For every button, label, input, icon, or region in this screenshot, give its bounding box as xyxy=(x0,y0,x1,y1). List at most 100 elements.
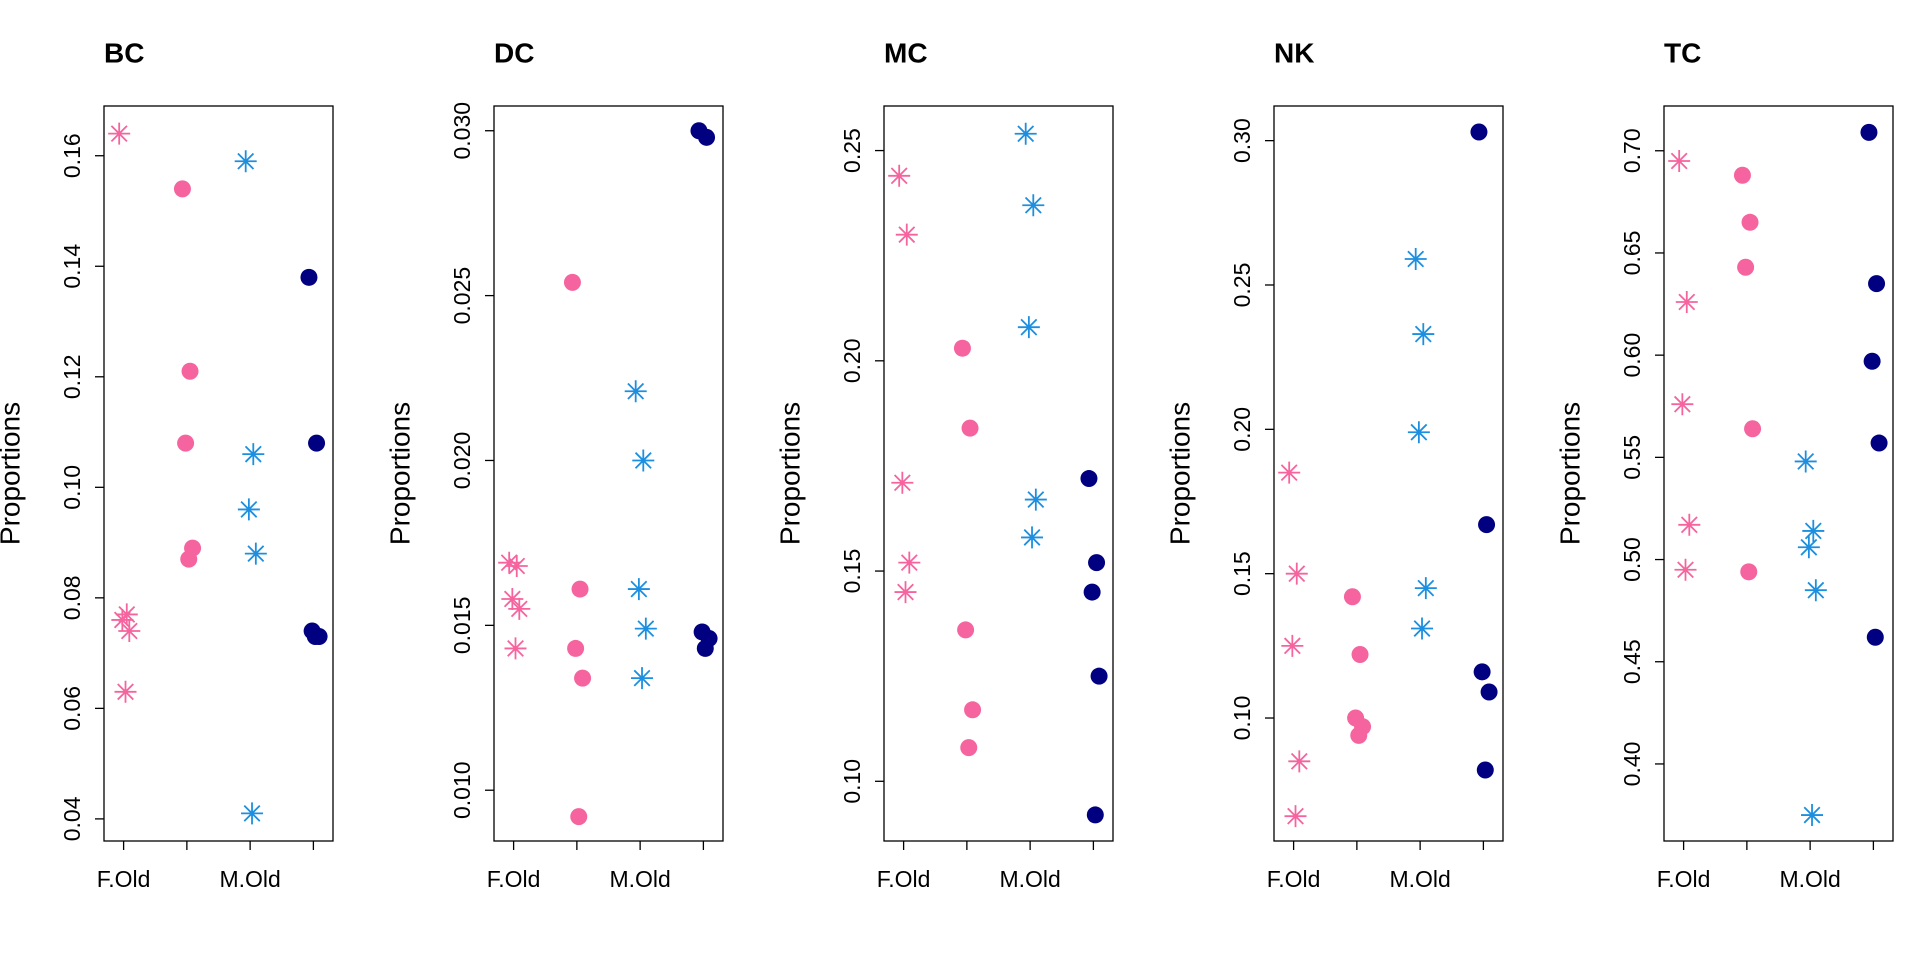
point xyxy=(173,180,191,198)
point xyxy=(1014,122,1037,145)
point xyxy=(1741,213,1759,231)
panel-title: DC xyxy=(494,37,534,68)
point xyxy=(1407,421,1430,444)
point xyxy=(1083,583,1101,601)
x-tick-label: F.Old xyxy=(97,866,151,892)
point xyxy=(1668,149,1691,172)
point xyxy=(1022,194,1045,217)
point xyxy=(1868,275,1886,293)
point xyxy=(308,434,326,452)
panel-title: TC xyxy=(1664,37,1701,68)
point xyxy=(181,362,199,380)
point xyxy=(300,268,318,286)
point xyxy=(1021,526,1044,549)
point xyxy=(1804,579,1827,602)
point xyxy=(634,617,657,640)
y-tick-label: 0.15 xyxy=(1229,551,1255,596)
point xyxy=(964,701,982,719)
y-tick-label: 0.10 xyxy=(1229,696,1255,741)
point xyxy=(1350,726,1368,744)
plot-frame xyxy=(883,105,1114,842)
point xyxy=(1278,461,1301,484)
y-tick-label: 0.70 xyxy=(1619,128,1645,173)
point xyxy=(696,639,714,657)
point xyxy=(1414,577,1437,600)
point xyxy=(1086,806,1104,824)
y-tick-label: 0.25 xyxy=(1229,263,1255,308)
point xyxy=(632,449,655,472)
x-tick-label: F.Old xyxy=(1267,866,1321,892)
point xyxy=(501,587,524,610)
point xyxy=(1737,258,1755,276)
point xyxy=(505,554,528,577)
x-tick-label: M.Old xyxy=(1779,866,1840,892)
point xyxy=(177,434,195,452)
panel: BC Proportions 0.04 0.06 0.08 0.10 0.12 0.14 0.1… xyxy=(0,37,334,892)
x-tick-label: M.Old xyxy=(1389,866,1450,892)
point xyxy=(1284,805,1307,828)
point xyxy=(1288,750,1311,773)
point xyxy=(1473,663,1491,681)
point xyxy=(1281,634,1304,657)
point xyxy=(1470,123,1488,141)
y-tick-label: 0.10 xyxy=(839,759,865,804)
x-tick-label: F.Old xyxy=(1657,866,1711,892)
point xyxy=(1860,123,1878,141)
y-tick-label: 0.020 xyxy=(449,432,475,490)
point xyxy=(895,223,918,246)
point xyxy=(498,551,521,574)
point xyxy=(1476,761,1494,779)
y-tick-label: 0.030 xyxy=(449,102,475,160)
y-tick-label: 0.12 xyxy=(59,354,85,399)
point xyxy=(1794,450,1817,473)
point xyxy=(111,608,134,631)
point xyxy=(1671,393,1694,416)
point xyxy=(1478,516,1496,534)
y-tick-label: 0.08 xyxy=(59,575,85,620)
panel-title: NK xyxy=(1274,37,1314,68)
point xyxy=(1351,646,1369,664)
y-tick-label: 0.14 xyxy=(59,244,85,289)
x-tick-label: M.Old xyxy=(999,866,1060,892)
point xyxy=(574,669,592,687)
point xyxy=(1797,536,1820,559)
point xyxy=(1017,316,1040,339)
y-tick-label: 0.025 xyxy=(449,267,475,325)
y-tick-label: 0.04 xyxy=(59,796,85,841)
point xyxy=(244,542,267,565)
point xyxy=(1870,434,1888,452)
point xyxy=(241,802,264,825)
plot-frame xyxy=(493,105,724,842)
point xyxy=(504,637,527,660)
point xyxy=(242,443,265,466)
point xyxy=(114,680,137,703)
point xyxy=(1343,588,1361,606)
x-tick-label: M.Old xyxy=(609,866,670,892)
point xyxy=(118,620,141,642)
point xyxy=(1740,563,1758,581)
y-tick-label: 0.65 xyxy=(1619,231,1645,276)
point xyxy=(237,498,260,521)
y-tick-label: 0.010 xyxy=(449,761,475,819)
y-tick-label: 0.55 xyxy=(1619,435,1645,480)
point xyxy=(563,273,581,291)
y-tick-label: 0.20 xyxy=(1229,407,1255,452)
point xyxy=(698,128,716,146)
x-tick-label: F.Old xyxy=(877,866,931,892)
point xyxy=(631,667,654,690)
point xyxy=(1411,617,1434,640)
point xyxy=(961,419,979,437)
point xyxy=(957,621,975,639)
point xyxy=(1675,291,1698,314)
point xyxy=(1866,628,1884,646)
point xyxy=(1404,248,1427,271)
plot-frame xyxy=(1273,105,1504,842)
y-tick-label: 0.25 xyxy=(839,128,865,173)
point xyxy=(888,164,911,187)
point xyxy=(180,550,198,568)
point xyxy=(570,808,588,826)
y-axis-label: Proportions xyxy=(1554,402,1585,545)
point xyxy=(1480,683,1498,701)
point xyxy=(960,739,978,757)
point xyxy=(1024,488,1047,511)
